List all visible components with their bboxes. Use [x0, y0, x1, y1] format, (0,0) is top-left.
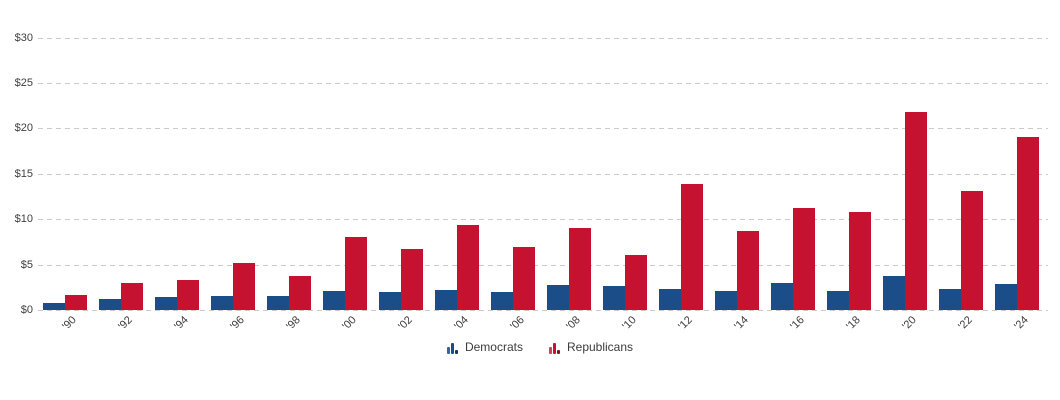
bar-republicans-92[interactable]	[121, 283, 143, 310]
x-label-20: '20	[899, 314, 919, 333]
bar-republicans-18[interactable]	[849, 212, 871, 310]
x-label-92: '92	[115, 314, 135, 333]
bar-democrats-24[interactable]	[995, 284, 1017, 310]
bar-democrats-22[interactable]	[939, 289, 961, 310]
bar-democrats-14[interactable]	[715, 291, 737, 310]
bar-republicans-04[interactable]	[457, 225, 479, 310]
gridline-0	[38, 310, 1048, 311]
x-label-22: '22	[955, 314, 975, 333]
bar-democrats-90[interactable]	[43, 303, 65, 310]
x-label-06: '06	[507, 314, 527, 333]
gridline-15	[38, 174, 1048, 175]
x-label-02: '02	[395, 314, 415, 333]
bar-democrats-96[interactable]	[211, 296, 233, 310]
bar-republicans-20[interactable]	[905, 112, 927, 310]
legend-item-republicans[interactable]: Republicans	[548, 340, 634, 354]
bar-democrats-16[interactable]	[771, 283, 793, 310]
y-tick-label: $30	[14, 32, 33, 44]
y-tick-label: $20	[14, 122, 33, 134]
bar-republicans-08[interactable]	[569, 228, 591, 310]
x-label-14: '14	[731, 314, 751, 333]
bar-democrats-94[interactable]	[155, 297, 177, 310]
bar-republicans-06[interactable]	[513, 247, 535, 310]
x-label-98: '98	[283, 314, 303, 333]
bar-chart-icon	[548, 341, 560, 354]
bar-republicans-00[interactable]	[345, 237, 367, 310]
bar-republicans-10[interactable]	[625, 255, 647, 310]
legend-label: Democrats	[464, 340, 523, 354]
bar-republicans-94[interactable]	[177, 280, 199, 310]
x-label-00: '00	[339, 314, 359, 333]
bar-republicans-22[interactable]	[961, 191, 983, 310]
x-label-16: '16	[787, 314, 807, 333]
bar-republicans-90[interactable]	[65, 295, 87, 310]
x-label-18: '18	[843, 314, 863, 333]
y-tick-label: $0	[20, 304, 33, 316]
bar-republicans-96[interactable]	[233, 263, 255, 310]
x-label-96: '96	[227, 314, 247, 333]
bar-republicans-24[interactable]	[1017, 137, 1039, 310]
y-tick-label: $5	[20, 259, 33, 271]
bar-democrats-06[interactable]	[491, 292, 513, 310]
y-tick-label: $25	[14, 77, 33, 89]
x-label-24: '24	[1011, 314, 1031, 333]
legend-item-democrats[interactable]: Democrats	[446, 340, 523, 354]
bar-democrats-10[interactable]	[603, 286, 625, 310]
x-label-12: '12	[675, 314, 695, 333]
bar-democrats-02[interactable]	[379, 292, 401, 310]
legend-label: Republicans	[566, 340, 634, 354]
gridline-30	[38, 38, 1048, 39]
bar-democrats-00[interactable]	[323, 291, 345, 310]
y-tick-label: $10	[14, 213, 33, 225]
gridline-10	[38, 219, 1048, 220]
bar-democrats-04[interactable]	[435, 290, 457, 310]
bar-democrats-92[interactable]	[99, 299, 121, 310]
bar-republicans-16[interactable]	[793, 208, 815, 310]
bar-democrats-98[interactable]	[267, 296, 289, 310]
gridline-5	[38, 265, 1048, 266]
bar-republicans-02[interactable]	[401, 249, 423, 310]
bar-republicans-14[interactable]	[737, 231, 759, 310]
bar-democrats-08[interactable]	[547, 285, 569, 310]
x-label-08: '08	[563, 314, 583, 333]
gridline-20	[38, 128, 1048, 129]
bar-democrats-12[interactable]	[659, 289, 681, 310]
bar-democrats-18[interactable]	[827, 291, 849, 310]
bar-chart-icon	[446, 341, 458, 354]
bar-republicans-98[interactable]	[289, 276, 311, 310]
bar-democrats-20[interactable]	[883, 276, 905, 310]
x-label-10: '10	[619, 314, 639, 333]
x-label-90: '90	[59, 314, 79, 333]
bar-republicans-12[interactable]	[681, 184, 703, 310]
legend: Democrats Republicans	[0, 341, 1060, 354]
y-tick-label: $15	[14, 168, 33, 180]
x-label-04: '04	[451, 314, 471, 333]
gridline-25	[38, 83, 1048, 84]
x-label-94: '94	[171, 314, 191, 333]
